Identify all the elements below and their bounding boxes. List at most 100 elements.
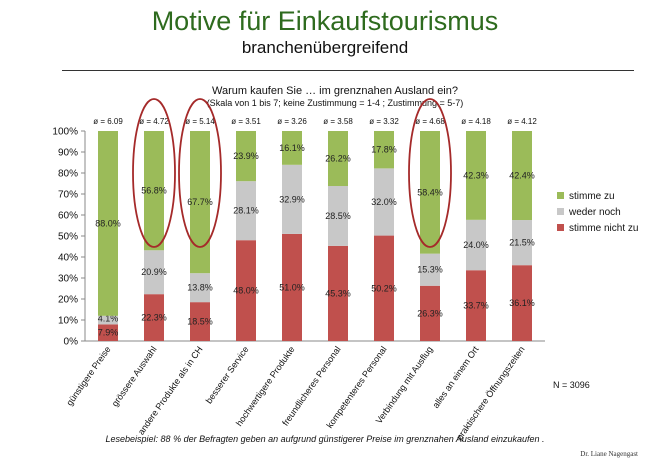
- data-label: 26.3%: [417, 308, 443, 318]
- y-tick-label: 80%: [58, 169, 78, 180]
- bar-segment: [190, 302, 210, 341]
- category-label: grössere Auswahl: [110, 344, 159, 408]
- legend-label: stimme nicht zu: [569, 223, 638, 234]
- bar-segment: [236, 240, 256, 341]
- data-label: 36.1%: [509, 298, 535, 308]
- y-tick-label: 100%: [52, 127, 78, 138]
- category-label: günstigere Preise: [64, 344, 112, 407]
- average-label: ø = 6.09: [93, 117, 123, 126]
- legend-swatch: [557, 208, 564, 215]
- y-tick-label: 90%: [58, 148, 78, 159]
- data-label: 32.9%: [279, 194, 305, 204]
- bar-segment: [98, 131, 118, 316]
- bar-segment: [328, 186, 348, 246]
- sample-size: N = 3096: [553, 380, 590, 390]
- average-label: ø = 5.14: [185, 117, 215, 126]
- reading-example-note: Lesebeispiel: 88 % der Befragten geben a…: [105, 434, 545, 444]
- y-tick-label: 40%: [58, 253, 78, 264]
- y-tick-label: 20%: [58, 295, 78, 306]
- bar-segment: [144, 131, 164, 251]
- data-label: 28.1%: [233, 206, 259, 216]
- data-label: 20.9%: [141, 267, 167, 277]
- bar-segment: [236, 181, 256, 241]
- average-label: ø = 3.51: [231, 117, 261, 126]
- data-label: 26.2%: [325, 154, 351, 164]
- chart-subtitle: (Skala von 1 bis 7; keine Zustimmung = 1…: [207, 98, 464, 108]
- bar-segment: [282, 164, 302, 234]
- bar-segment: [144, 294, 164, 341]
- data-label: 42.3%: [463, 170, 489, 180]
- y-tick-label: 60%: [58, 211, 78, 222]
- data-label: 88.0%: [95, 218, 121, 228]
- data-label: 56.8%: [141, 186, 167, 196]
- data-label: 7.9%: [98, 328, 119, 338]
- data-label: 24.0%: [463, 240, 489, 250]
- data-label: 48.0%: [233, 286, 259, 296]
- bar-segment: [374, 131, 394, 169]
- average-label: ø = 3.26: [277, 117, 307, 126]
- data-label: 18.5%: [187, 317, 213, 327]
- bar-segment: [98, 315, 118, 325]
- bar-segment: [466, 270, 486, 341]
- bar-segment: [282, 131, 302, 165]
- data-label: 50.2%: [371, 283, 397, 293]
- average-label: ø = 3.32: [369, 117, 399, 126]
- highlight-ellipse: [178, 98, 222, 248]
- bar-segment: [236, 131, 256, 182]
- data-label: 28.5%: [325, 211, 351, 221]
- chart-title: Warum kaufen Sie … im grenznahen Ausland…: [212, 85, 458, 97]
- data-label: 15.3%: [417, 265, 443, 275]
- data-label: 4.1%: [98, 313, 119, 323]
- category-label: alles an einem Ort: [431, 344, 481, 410]
- category-label: besserer Service: [204, 344, 251, 405]
- average-label: ø = 4.12: [507, 117, 537, 126]
- bar-segment: [512, 265, 532, 341]
- data-label: 22.3%: [141, 313, 167, 323]
- bar-segment: [190, 131, 210, 274]
- bar-segment: [420, 285, 440, 341]
- bar-segment: [466, 131, 486, 220]
- average-label: ø = 4.72: [139, 117, 169, 126]
- bar-segment: [466, 219, 486, 271]
- data-label: 32.0%: [371, 197, 397, 207]
- data-label: 58.4%: [417, 187, 443, 197]
- legend-label: stimme zu: [569, 191, 615, 202]
- legend-swatch: [557, 224, 564, 231]
- bar-segment: [144, 250, 164, 295]
- legend-label: weder noch: [568, 207, 621, 218]
- highlight-ellipse: [132, 98, 176, 248]
- bar-segment: [328, 131, 348, 187]
- y-tick-label: 70%: [58, 190, 78, 201]
- y-tick-label: 30%: [58, 274, 78, 285]
- legend-swatch: [557, 192, 564, 199]
- bar-segment: [420, 131, 440, 254]
- title-divider: [62, 70, 634, 71]
- bar-segment: [512, 220, 532, 266]
- data-label: 21.5%: [509, 238, 535, 248]
- bar-segment: [374, 168, 394, 236]
- data-label: 51.0%: [279, 282, 305, 292]
- data-label: 13.8%: [187, 283, 213, 293]
- bar-segment: [374, 235, 394, 341]
- data-label: 67.7%: [187, 197, 213, 207]
- data-label: 42.4%: [509, 171, 535, 181]
- bar-segment: [512, 131, 532, 221]
- highlight-ellipse: [408, 98, 452, 248]
- y-tick-label: 10%: [58, 316, 78, 327]
- data-label: 17.8%: [371, 145, 397, 155]
- bar-segment: [98, 324, 118, 341]
- data-label: 16.1%: [279, 143, 305, 153]
- bar-segment: [190, 273, 210, 303]
- data-label: 23.9%: [233, 151, 259, 161]
- slide-subtitle: branchenübergreifend: [241, 38, 409, 57]
- bar-segment: [420, 253, 440, 286]
- average-label: ø = 3.58: [323, 117, 353, 126]
- y-tick-label: 50%: [58, 232, 78, 243]
- author-credit: Dr. Liane Nagengast: [580, 450, 638, 458]
- data-label: 45.3%: [325, 288, 351, 298]
- slide-title: Motive für Einkaufstourismus: [151, 6, 499, 36]
- average-label: ø = 4.18: [461, 117, 491, 126]
- data-label: 33.7%: [463, 301, 489, 311]
- bar-segment: [328, 245, 348, 341]
